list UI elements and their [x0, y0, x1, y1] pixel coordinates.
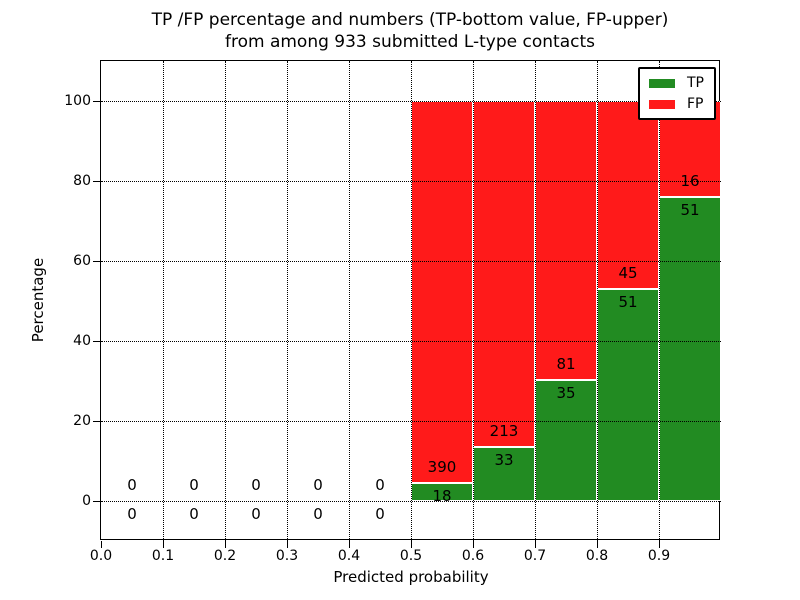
- tp-color-swatch: [649, 78, 675, 88]
- x-axis-label: Predicted probability: [333, 568, 489, 586]
- x-tick-mark: [473, 541, 474, 548]
- tp-count-label: 0: [313, 505, 323, 523]
- fp-bar-segment: [597, 101, 659, 289]
- plot-area: 0 0 0 0 0 0 0 0 0 0 390 18 213 33 81 35 45 51 16 51 0.0 0.1 0…: [29, 60, 721, 586]
- fp-count-label: 0: [375, 476, 385, 494]
- x-tick-mark: [659, 541, 660, 548]
- x-tick-mark: [101, 541, 102, 548]
- tp-bar-segment: [473, 447, 535, 501]
- fp-count-label: 213: [489, 422, 519, 441]
- tp-count-label: 18: [432, 487, 452, 506]
- tp-count-label: 0: [375, 505, 385, 523]
- x-tick-mark: [535, 541, 536, 548]
- y-tick-mark: [93, 421, 100, 422]
- fp-color-swatch: [649, 99, 675, 109]
- v-gridline: [535, 61, 536, 541]
- x-tick-mark: [287, 541, 288, 548]
- tp-count-label: 0: [189, 505, 199, 523]
- v-gridline: [659, 61, 660, 541]
- tp-count-label: 51: [618, 292, 638, 311]
- fp-bar-segment: [535, 101, 597, 381]
- y-tick-label: 60: [73, 253, 91, 269]
- x-tick-mark: [597, 541, 598, 548]
- tp-count-label: 51: [680, 200, 700, 219]
- legend-label-fp: FP: [687, 96, 704, 112]
- legend-label-tp: TP: [687, 75, 704, 91]
- y-tick-mark: [93, 501, 100, 502]
- v-gridline: [163, 61, 164, 541]
- x-tick-mark: [349, 541, 350, 548]
- tp-count-label: 33: [494, 451, 514, 470]
- v-gridline: [225, 61, 226, 541]
- x-tick-label: 0.8: [585, 548, 609, 564]
- y-tick-mark: [93, 181, 100, 182]
- tp-count-label: 0: [127, 505, 137, 523]
- chart-title: TP /FP percentage and numbers (TP-bottom…: [100, 9, 720, 53]
- y-axis-label: Percentage: [29, 257, 47, 343]
- v-gridline: [473, 61, 474, 541]
- y-tick-label: 100: [64, 93, 91, 109]
- fp-count-label: 81: [556, 355, 576, 374]
- x-tick-label: 0.1: [151, 548, 175, 564]
- fp-bar-segment: [411, 101, 473, 484]
- y-tick-mark: [93, 261, 100, 262]
- chart-title-line1: TP /FP percentage and numbers (TP-bottom…: [151, 10, 669, 30]
- y-tick-label: 20: [73, 413, 91, 429]
- v-gridline: [349, 61, 350, 541]
- x-tick-label: 0.3: [275, 548, 299, 564]
- chart-title-line2: from among 933 submitted L-type contacts: [224, 32, 595, 52]
- fp-count-label: 16: [680, 171, 700, 190]
- x-tick-label: 0.6: [461, 548, 485, 564]
- legend-entry-fp: FP: [649, 97, 704, 111]
- y-tick-label: 0: [82, 493, 91, 509]
- x-tick-label: 0.0: [89, 548, 113, 564]
- y-tick-label: 80: [73, 173, 91, 189]
- y-tick-mark: [93, 341, 100, 342]
- legend: TP FP: [638, 67, 716, 120]
- tp-bar-segment: [659, 196, 721, 501]
- fp-count-label: 0: [251, 476, 261, 494]
- x-tick-label: 0.5: [399, 548, 423, 564]
- x-tick-label: 0.4: [337, 548, 361, 564]
- tp-count-label: 0: [251, 505, 261, 523]
- y-tick-label: 40: [73, 333, 91, 349]
- fp-count-label: 45: [618, 263, 638, 282]
- tp-bar-segment: [597, 288, 659, 501]
- v-gridline: [597, 61, 598, 541]
- fp-count-label: 0: [127, 476, 137, 494]
- v-gridline: [287, 61, 288, 541]
- fp-bar-segment: [473, 101, 535, 448]
- x-tick-label: 0.2: [213, 548, 237, 564]
- fp-count-label: 0: [313, 476, 323, 494]
- x-tick-mark: [411, 541, 412, 548]
- fp-count-label: 0: [189, 476, 199, 494]
- fp-count-label: 390: [427, 458, 457, 477]
- x-tick-mark: [225, 541, 226, 548]
- y-tick-mark: [93, 101, 100, 102]
- x-tick-mark: [163, 541, 164, 548]
- legend-entry-tp: TP: [649, 76, 704, 90]
- x-tick-label: 0.9: [647, 548, 671, 564]
- x-tick-label: 0.7: [523, 548, 547, 564]
- tp-count-label: 35: [556, 384, 576, 403]
- v-gridline: [411, 61, 412, 541]
